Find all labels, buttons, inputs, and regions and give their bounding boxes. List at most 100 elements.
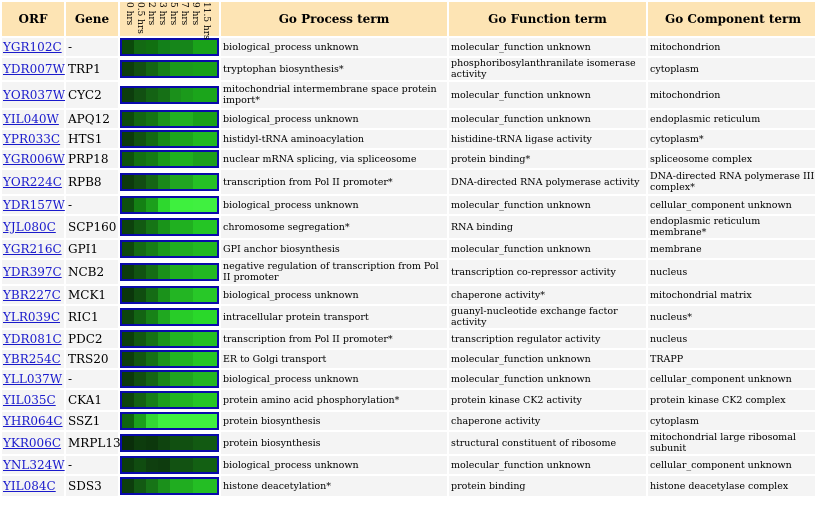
function-cell: molecular_function unknown [449, 350, 646, 368]
gene-cell: - [66, 38, 118, 56]
heatmap-swatch [122, 62, 134, 76]
heatmap-swatch [205, 88, 217, 102]
heatmap-swatch [205, 414, 217, 428]
component-cell: cellular_component unknown [648, 196, 815, 214]
orf-cell: YLL037W [2, 370, 64, 388]
function-cell: molecular_function unknown [449, 456, 646, 474]
heatmap-swatch [133, 288, 146, 302]
orf-link[interactable]: YBR227C [3, 287, 61, 302]
expression-heatmap [120, 150, 219, 168]
heatmap-swatch [133, 458, 146, 472]
heatmap-swatch [145, 132, 158, 146]
heatmap-swatch [122, 242, 134, 256]
heatmap-swatch [122, 393, 134, 407]
component-cell: endoplasmic reticulum membrane* [648, 216, 815, 238]
orf-link[interactable]: YNL324W [3, 457, 65, 472]
orf-link[interactable]: YDR007W [3, 61, 65, 76]
table-row: YIL035C CKA1 protein amino acid phosphoryl… [2, 390, 815, 410]
heatmap-swatch [205, 220, 217, 234]
heatmap-swatch [133, 220, 146, 234]
orf-link[interactable]: YKR006C [3, 435, 62, 450]
table-row: YDR157W - biological_process unknown molecu… [2, 196, 815, 214]
expression-heatmap-cell [120, 240, 219, 258]
orf-link[interactable]: YLL037W [3, 371, 63, 386]
gene-cell: MRPL13 [66, 432, 121, 454]
heatmap-swatch [145, 458, 158, 472]
heatmap-swatch [205, 132, 217, 146]
heatmap-swatch [193, 352, 206, 366]
heatmap-swatch [133, 310, 146, 324]
orf-cell: YLR039C [2, 306, 64, 328]
table-row: YDR397C NCB2 negative regulation of transc… [2, 260, 815, 284]
orf-link[interactable]: YOR037W [3, 87, 66, 102]
orf-cell: YDR081C [2, 330, 64, 348]
expression-heatmap-cell [120, 58, 219, 80]
process-cell: mitochondrial intermembrane space protei… [221, 82, 447, 108]
function-cell: histidine-tRNA ligase activity [449, 130, 646, 148]
heatmap-swatch [181, 220, 194, 234]
orf-link[interactable]: YGR216C [3, 241, 62, 256]
heatmap-swatch [157, 198, 170, 212]
heatmap-swatch [205, 479, 217, 493]
expression-heatmap [120, 370, 219, 388]
expression-heatmap-cell [120, 432, 219, 454]
heatmap-swatch [122, 220, 134, 234]
orf-link[interactable]: YIL035C [3, 392, 56, 407]
gene-cell: RIC1 [66, 306, 118, 328]
heatmap-swatch [122, 479, 134, 493]
orf-link[interactable]: YBR254C [3, 351, 61, 366]
orf-link[interactable]: YOR224C [3, 174, 62, 189]
heatmap-swatch [122, 436, 134, 450]
heatmap-swatch [181, 414, 194, 428]
orf-link[interactable]: YDR081C [3, 331, 62, 346]
heatmap-swatch [193, 40, 206, 54]
orf-link[interactable]: YLR039C [3, 309, 61, 324]
heatmap-swatch [157, 62, 170, 76]
expression-heatmap [120, 110, 219, 128]
heatmap-swatch [169, 393, 182, 407]
heatmap-swatch [133, 332, 146, 346]
heatmap-swatch [169, 372, 182, 386]
component-cell: spliceosome complex [648, 150, 815, 168]
table-row: YOR224C RPB8 transcription from Pol II pro… [2, 170, 815, 194]
heatmap-swatch [133, 152, 146, 166]
orf-link[interactable]: YIL040W [3, 111, 59, 126]
orf-link[interactable]: YDR157W [3, 197, 65, 212]
heatmap-swatch [169, 436, 182, 450]
gene-cell: SCP160 [66, 216, 118, 238]
heatmap-swatch [181, 242, 194, 256]
time-point-label: 0.5 hrs [135, 2, 145, 34]
orf-link[interactable]: YIL084C [3, 478, 56, 493]
heatmap-swatch [181, 175, 194, 189]
expression-heatmap-cell [120, 412, 219, 430]
heatmap-swatch [145, 372, 158, 386]
orf-link[interactable]: YGR006W [3, 151, 65, 166]
orf-link[interactable]: YPR033C [3, 131, 61, 146]
orf-link[interactable]: YJL080C [3, 219, 56, 234]
function-cell: transcription co-repressor activity [449, 260, 646, 284]
table-row: YIL084C SDS3 histone deacetylation* protein… [2, 476, 815, 496]
table-row: YGR216C GPI1 GPI anchor biosynthesis molecu… [2, 240, 815, 258]
expression-heatmap [120, 477, 219, 495]
heatmap-swatch [181, 265, 194, 279]
heatmap-swatch [145, 414, 158, 428]
component-cell: TRAPP [648, 350, 815, 368]
heatmap-swatch [181, 198, 194, 212]
component-cell: nucleus* [648, 306, 815, 328]
heatmap-swatch [181, 288, 194, 302]
expression-heatmap [120, 286, 219, 304]
orf-link[interactable]: YHR064C [3, 413, 63, 428]
heatmap-swatch [169, 112, 182, 126]
orf-link[interactable]: YDR397C [3, 264, 62, 279]
function-cell: molecular_function unknown [449, 38, 646, 56]
component-cell: cellular_component unknown [648, 370, 815, 388]
gene-cell: MCK1 [66, 286, 118, 304]
expression-heatmap-cell [120, 350, 219, 368]
heatmap-swatch [205, 242, 217, 256]
orf-link[interactable]: YGR102C [3, 39, 62, 54]
orf-cell: YOR224C [2, 170, 64, 194]
process-cell: negative regulation of transcription fro… [221, 260, 447, 284]
orf-cell: YGR216C [2, 240, 64, 258]
expression-heatmap [120, 412, 219, 430]
heatmap-swatch [181, 332, 194, 346]
